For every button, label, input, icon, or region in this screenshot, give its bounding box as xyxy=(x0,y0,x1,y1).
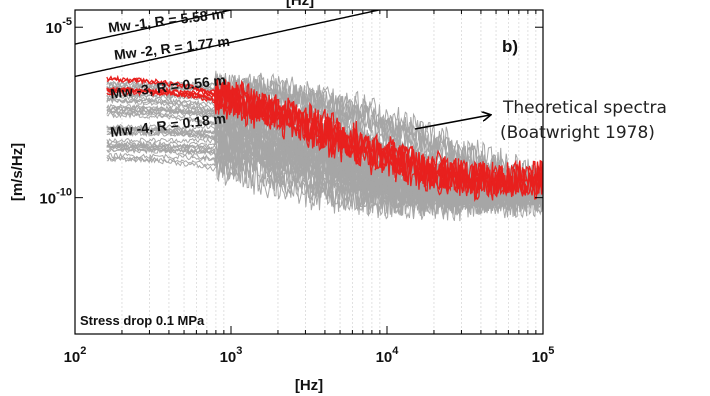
y-tick-label: 10-5 xyxy=(46,16,72,37)
y-tick-label: 10-10 xyxy=(39,187,72,208)
x-tick-label: 105 xyxy=(532,345,555,366)
annotation-line-2: (Boatwright 1978) xyxy=(500,123,655,143)
stress-drop-label: Stress drop 0.1 MPa xyxy=(80,313,205,328)
x-tick-label: 104 xyxy=(376,345,400,366)
annotation-line-1: Theoretical spectra xyxy=(502,98,667,118)
annotation-arrow xyxy=(414,115,490,130)
observed-spectrum-highlight xyxy=(106,81,543,197)
axis-ticks xyxy=(74,10,544,334)
theoretical-curve xyxy=(75,10,235,45)
observed-spectrum-highlight xyxy=(106,77,543,197)
observed-spectrum-highlight xyxy=(106,85,543,202)
observed-spectrum xyxy=(106,151,543,220)
panel-label: b) xyxy=(502,37,518,56)
observed-spectra-red xyxy=(106,74,543,202)
theoretical-curve xyxy=(75,10,383,78)
x-tick-label: 103 xyxy=(220,345,243,366)
observed-spectrum xyxy=(106,136,543,217)
y-tick-labels: 10-5 10-10 xyxy=(39,16,72,207)
top-axis-label: [Hz] xyxy=(286,0,314,9)
plot-frame xyxy=(74,9,544,335)
x-tick-labels: 102 103 104 105 xyxy=(64,345,555,366)
theoretical-spectra xyxy=(75,10,383,78)
x-tick-label: 102 xyxy=(64,345,87,366)
observed-spectrum xyxy=(106,103,543,219)
y-axis-label: [m/s/Hz] xyxy=(9,143,26,201)
x-axis-label: [Hz] xyxy=(295,377,323,394)
